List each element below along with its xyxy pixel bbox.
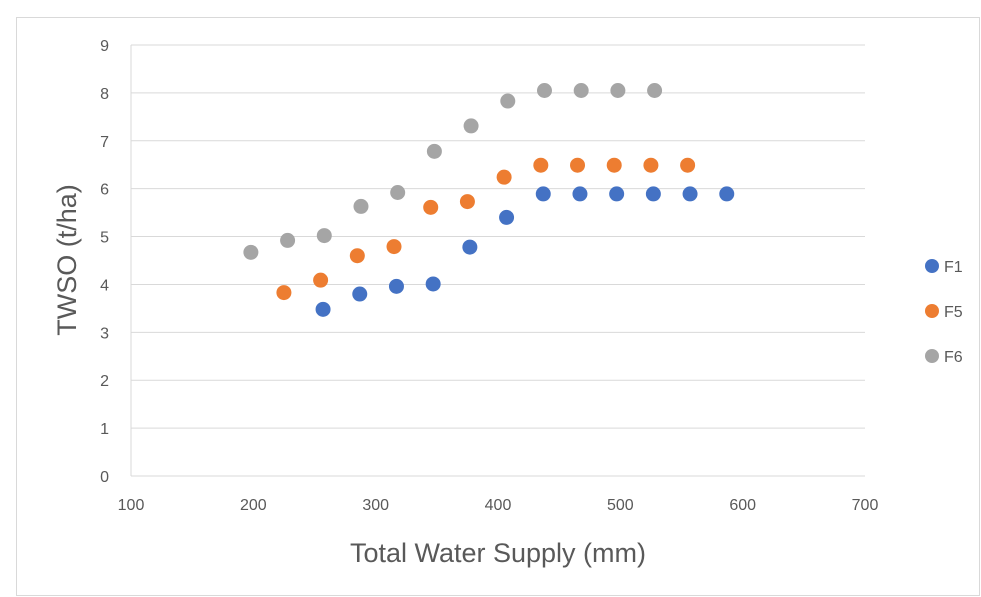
y-tick-label: 2 (100, 373, 109, 390)
point-f1 (388, 278, 404, 294)
y-tick-label: 0 (100, 469, 109, 486)
point-f1 (609, 186, 625, 202)
point-f6 (243, 244, 259, 260)
point-f5 (313, 272, 329, 288)
point-f5 (606, 157, 622, 173)
point-f5 (276, 285, 292, 301)
point-f6 (463, 118, 479, 134)
point-f1 (352, 286, 368, 302)
point-f6 (353, 198, 369, 214)
legend-marker-f6 (925, 349, 939, 363)
point-f5 (496, 169, 512, 185)
point-f5 (570, 157, 586, 173)
point-f1 (645, 186, 661, 202)
legend-label-f1: F1 (944, 259, 963, 276)
point-f5 (459, 194, 475, 210)
point-f1 (462, 239, 478, 255)
y-tick-label: 8 (100, 86, 109, 103)
x-tick-label: 600 (729, 497, 756, 514)
point-f6 (647, 82, 663, 98)
x-tick-label: 400 (485, 497, 512, 514)
point-f6 (573, 82, 589, 98)
x-tick-label: 700 (852, 497, 879, 514)
y-tick-label: 6 (100, 182, 109, 199)
point-f6 (610, 82, 626, 98)
legend-marker-f1 (925, 259, 939, 273)
point-f5 (349, 248, 365, 264)
x-tick-label: 500 (607, 497, 634, 514)
point-f6 (390, 184, 406, 200)
y-axis-title: TWSO (t/ha) (52, 184, 82, 336)
point-f1 (425, 276, 441, 292)
point-f6 (500, 93, 516, 109)
y-tick-label: 9 (100, 38, 109, 55)
point-f5 (423, 199, 439, 215)
legend: F1 F5 F6 (925, 259, 963, 366)
y-tick-label: 1 (100, 421, 109, 438)
x-axis-title: Total Water Supply (mm) (350, 538, 646, 568)
data-points (243, 82, 735, 317)
x-tick-label: 200 (240, 497, 267, 514)
point-f5 (533, 157, 549, 173)
y-tick-label: 3 (100, 325, 109, 342)
x-tick-label: 100 (118, 497, 145, 514)
legend-marker-f5 (925, 304, 939, 318)
point-f6 (536, 82, 552, 98)
point-f1 (499, 209, 515, 225)
y-tick-label: 4 (100, 277, 109, 294)
legend-label-f5: F5 (944, 304, 963, 321)
point-f1 (535, 186, 551, 202)
point-f6 (280, 232, 296, 248)
legend-label-f6: F6 (944, 349, 963, 366)
point-f5 (680, 157, 696, 173)
point-f5 (386, 239, 402, 255)
point-f5 (643, 157, 659, 173)
chart-area (16, 17, 980, 596)
x-axis-ticks: 100 200 300 400 500 600 700 (118, 497, 879, 514)
point-f1 (572, 186, 588, 202)
x-tick-label: 300 (362, 497, 389, 514)
point-f6 (426, 143, 442, 159)
y-axis-ticks: 0 1 2 3 4 5 6 7 8 9 (100, 38, 109, 486)
gridlines (130, 44, 865, 477)
y-tick-label: 5 (100, 230, 109, 247)
point-f1 (682, 186, 698, 202)
point-f1 (719, 186, 735, 202)
point-f1 (315, 301, 331, 317)
point-f6 (316, 228, 332, 244)
y-tick-label: 7 (100, 134, 109, 151)
